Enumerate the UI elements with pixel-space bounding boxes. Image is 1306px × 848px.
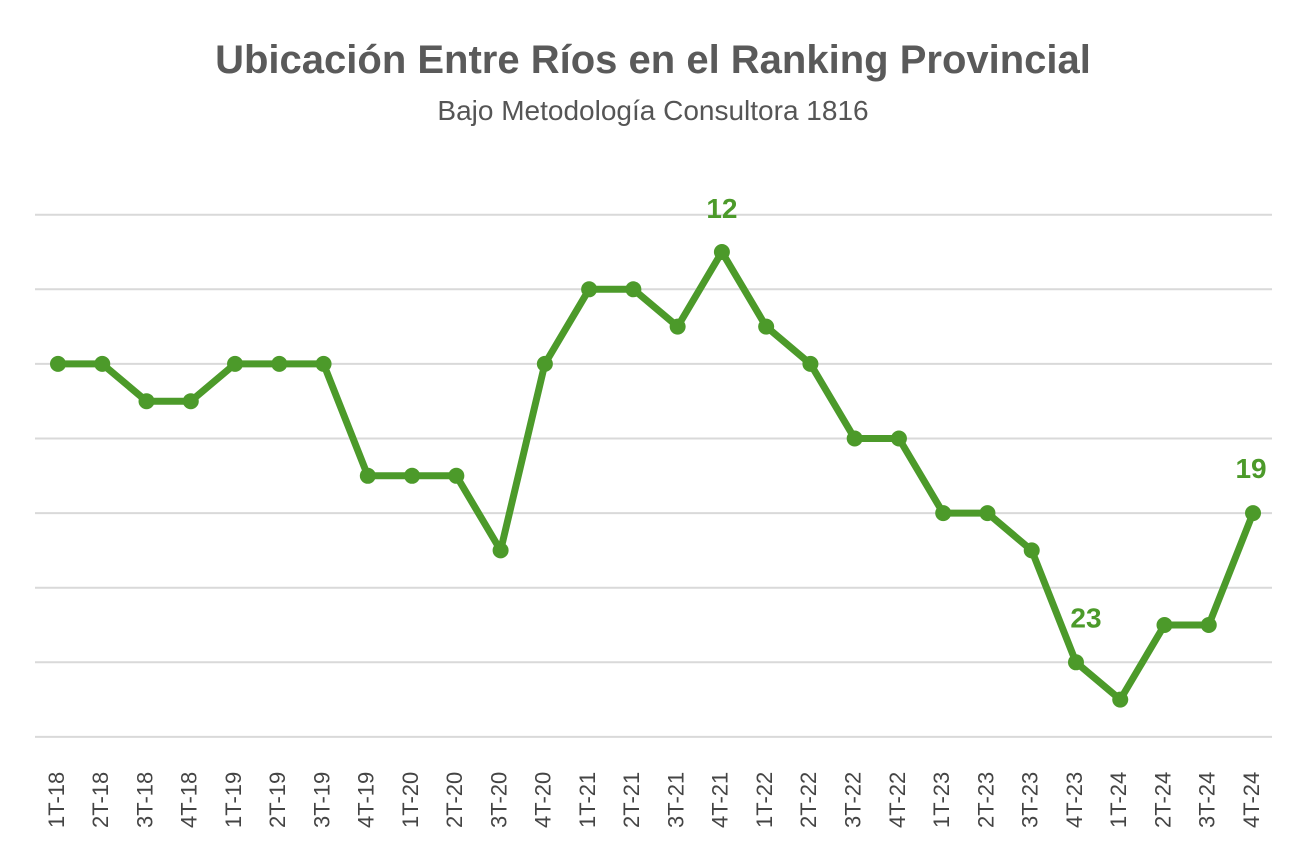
x-tick-label: 4T-20 [531,772,556,828]
data-point [581,281,598,298]
data-point [1067,654,1084,671]
x-tick-label: 3T-22 [840,772,865,828]
chart-subtitle: Bajo Metodología Consultora 1816 [437,95,869,126]
data-point [758,318,775,335]
data-label: 12 [706,193,737,224]
data-point [359,467,376,484]
data-point [271,355,288,372]
x-tick-label: 1T-20 [398,772,423,828]
x-tick-label: 4T-19 [354,772,379,828]
x-tick-label: 3T-20 [486,772,511,828]
data-point [802,355,819,372]
gridlines [35,213,1272,738]
data-point [935,505,952,522]
data-point [1245,505,1262,522]
data-point [1156,617,1173,633]
data-point [404,467,421,484]
data-point [182,393,199,410]
data-point [492,542,509,559]
x-axis-tick-labels: 1T-18 2T-18 3T-18 4T-18 1T-19 2T-19 3T-19 4T-19… [44,772,1264,828]
x-tick-label: 2T-24 [1150,772,1175,828]
x-tick-label: 2T-20 [442,772,467,828]
x-tick-label: 1T-22 [752,772,777,828]
data-labels: 12 23 19 [706,193,1266,633]
x-tick-label: 3T-21 [663,772,688,828]
data-point [315,355,332,372]
x-tick-label: 1T-24 [1106,772,1131,828]
x-tick-label: 2T-18 [88,772,113,828]
data-point [50,355,66,372]
data-label: 23 [1070,602,1101,633]
data-point [138,393,155,410]
data-point [669,318,686,335]
data-point [536,355,553,372]
x-tick-label: 4T-18 [177,772,202,828]
data-points [50,244,1262,708]
data-point [979,505,996,522]
x-tick-label: 4T-23 [1062,772,1087,828]
x-tick-label: 3T-18 [132,772,157,828]
x-tick-label: 1T-23 [929,772,954,828]
x-tick-label: 4T-21 [708,772,733,828]
data-point [625,281,642,298]
data-point [227,355,244,372]
x-tick-label: 1T-21 [575,772,600,828]
series-line [54,248,1257,704]
data-point [448,467,465,484]
x-tick-label: 3T-23 [1018,772,1043,828]
data-point [1023,542,1040,559]
data-point [94,355,111,372]
x-tick-label: 1T-19 [221,772,246,828]
x-tick-label: 3T-19 [309,772,334,828]
data-point [890,430,907,447]
x-tick-label: 2T-22 [796,772,821,828]
x-tick-label: 2T-21 [619,772,644,828]
x-tick-label: 3T-24 [1195,772,1220,828]
data-point [1112,691,1129,708]
x-tick-label: 4T-24 [1239,772,1264,828]
data-point [1200,617,1217,633]
chart-title: Ubicación Entre Ríos en el Ranking Provi… [215,38,1091,82]
data-label: 19 [1235,453,1266,484]
x-tick-label: 4T-22 [885,772,910,828]
data-point [713,244,730,260]
data-point [846,430,863,447]
x-tick-label: 1T-18 [44,772,69,828]
x-tick-label: 2T-19 [265,772,290,828]
x-tick-label: 2T-23 [973,772,998,828]
